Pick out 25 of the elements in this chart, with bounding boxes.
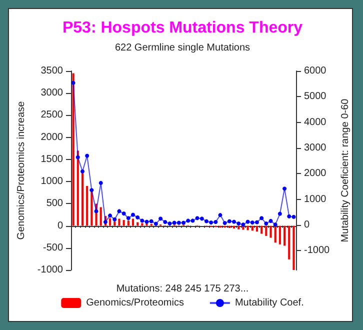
y-axis-title: Genomics/Proteomics increase xyxy=(16,100,28,240)
x-axis-title: Mutations: 248 245 175 273... xyxy=(116,284,249,294)
chart-title: P53: Hospots Mutations Theory xyxy=(62,20,303,36)
y2-axis-title: Mutability Coeficient: range 0-60 xyxy=(340,98,351,242)
y-tick-label: 500 xyxy=(46,198,64,210)
y2-tick-label: 4000 xyxy=(304,116,327,128)
y-tick-label: -1000 xyxy=(37,264,64,276)
y2-tick-label: 6000 xyxy=(304,66,327,76)
legend-label: Mutability Coef. xyxy=(234,298,304,308)
y-tick-label: 3500 xyxy=(40,66,64,76)
y-tick-label: 1000 xyxy=(40,176,64,188)
y-tick-label: 0 xyxy=(57,220,64,232)
y2-tick-label: 3000 xyxy=(304,142,327,154)
legend-label: Genomics/Proteomics xyxy=(86,298,184,308)
y2-tick-label: 5000 xyxy=(304,91,327,102)
y-tick-label: 2500 xyxy=(40,110,64,121)
y2-tick-label: 1000 xyxy=(304,194,327,205)
y-tick-label: -500 xyxy=(42,242,64,254)
y-tick-label: 2000 xyxy=(40,132,64,143)
y2-tick-label: -1000 xyxy=(304,245,330,256)
chart-subtitle: 622 Germline single Mutations xyxy=(114,42,250,54)
y2-tick-label: 2000 xyxy=(304,168,327,180)
y2-tick-label: 0 xyxy=(304,220,310,231)
y-tick-label: 1500 xyxy=(40,154,64,165)
y-tick-label: 3000 xyxy=(40,88,64,99)
